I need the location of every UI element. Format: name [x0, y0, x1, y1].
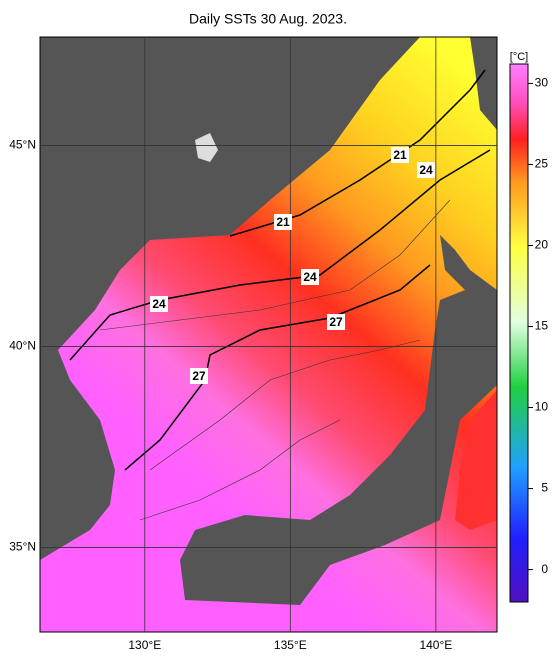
x-tick-label: 130°E [128, 638, 161, 652]
japan [180, 235, 497, 605]
contour-label: 21 [276, 215, 290, 229]
map-title: Daily SSTs 30 Aug. 2023. [189, 11, 347, 27]
pacific-coast [455, 390, 497, 530]
contours [69, 69, 491, 521]
colorbar-tick-label: 0 [541, 562, 548, 576]
y-tick-label: 35°N [9, 540, 36, 554]
y-tick-label: 40°N [9, 339, 36, 353]
contour-label-box [301, 269, 319, 285]
contour-label: 27 [192, 369, 206, 383]
colorbar-tick-label: 20 [535, 238, 549, 252]
colorbar-tick-label: 30 [535, 76, 549, 90]
contour-label-box [417, 162, 435, 178]
colorbar-tick-label: 15 [535, 319, 549, 333]
colorbar-tick-label: 25 [535, 157, 549, 171]
contour-label-box [150, 296, 168, 312]
contour-label: 21 [393, 148, 407, 162]
contour-label-box [391, 147, 409, 163]
x-tick-label: 140°E [419, 638, 452, 652]
contour-label-box [274, 214, 292, 230]
colorbar-tick-label: 10 [535, 400, 549, 414]
island [195, 133, 218, 162]
y-tick-label: 45°N [9, 138, 36, 152]
contour-label: 27 [329, 315, 343, 329]
contour-label-box [327, 314, 345, 330]
map-frame [39, 36, 498, 633]
contour-label: 24 [152, 297, 166, 311]
contour-label: 24 [419, 163, 433, 177]
contour-label: 24 [303, 270, 317, 284]
colorbar-tick-label: 5 [541, 481, 548, 495]
sakhalin [470, 37, 497, 130]
contour-label-box [190, 368, 208, 384]
x-tick-label: 135°E [274, 638, 307, 652]
colorbar-unit: [°C] [510, 51, 528, 63]
map-area [40, 37, 497, 632]
colorbar [509, 63, 529, 603]
